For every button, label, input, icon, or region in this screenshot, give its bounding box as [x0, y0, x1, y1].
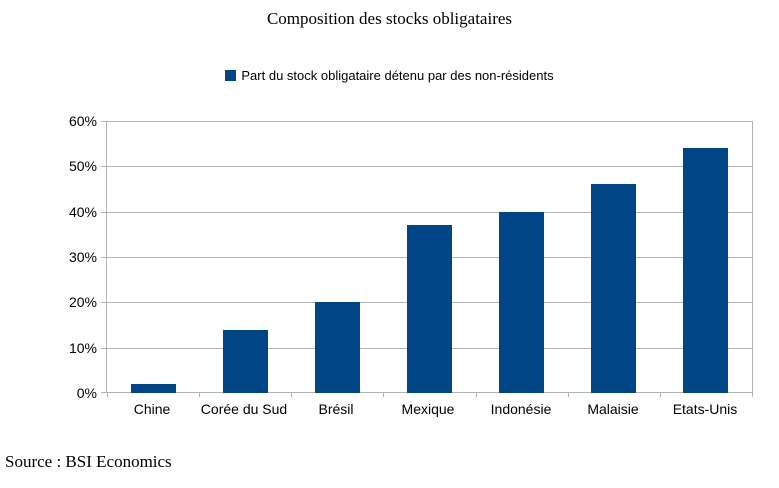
y-tick-label: 10%: [68, 340, 97, 356]
x-axis-labels: Chine Corée du Sud Brésil Mexique Indonésie M…: [106, 401, 751, 419]
x-tick-label: Chine: [133, 401, 171, 417]
y-axis-tick: [101, 257, 107, 258]
y-axis-tick: [101, 302, 107, 303]
chart-title: Composition des stocks obligataires: [266, 9, 513, 28]
x-tick-label: Brésil: [318, 401, 354, 417]
legend: Part du stock obligataire détenu par des…: [0, 68, 779, 83]
bar-mexique: [407, 225, 452, 393]
gridline: [107, 121, 752, 122]
y-tick-label: 40%: [68, 204, 97, 220]
y-axis-tick: [101, 212, 107, 213]
gridline: [107, 212, 752, 213]
x-tick-label: Corée du Sud: [200, 401, 288, 417]
bar-brésil: [315, 302, 360, 393]
x-tick-label: Indonésie: [490, 401, 552, 417]
bar-chine: [131, 384, 176, 393]
bar-indonésie: [499, 212, 544, 393]
x-tick-label: Mexique: [401, 401, 455, 417]
y-tick-label: 30%: [68, 249, 97, 265]
y-axis-tick: [101, 121, 107, 122]
x-axis-tick: [199, 393, 200, 397]
x-axis-tick: [660, 393, 661, 397]
x-axis-tick: [752, 393, 753, 397]
x-axis-tick: [107, 393, 108, 397]
y-tick-label: 50%: [68, 158, 97, 174]
y-tick-label: 0%: [76, 385, 97, 401]
plot-area: [101, 121, 753, 397]
x-axis-tick: [568, 393, 569, 397]
bar-corée-du-sud: [223, 330, 268, 393]
legend-marker-icon: [225, 70, 237, 81]
y-axis-tick: [101, 348, 107, 349]
y-axis-tick: [101, 392, 107, 393]
x-tick-label: Etats-Unis: [672, 401, 738, 417]
y-tick-label: 60%: [68, 113, 97, 129]
legend-label: Part du stock obligataire détenu par des…: [241, 68, 554, 83]
bar-malaisie: [591, 184, 636, 393]
bar-etats-unis: [683, 148, 728, 393]
y-tick-label: 20%: [68, 294, 97, 310]
y-axis-tick: [101, 166, 107, 167]
source-note: Source : BSI Economics: [5, 452, 172, 471]
x-axis-tick: [383, 393, 384, 397]
gridline: [107, 166, 752, 167]
x-axis-tick: [476, 393, 477, 397]
x-tick-label: Malaisie: [587, 401, 639, 417]
x-axis-tick: [291, 393, 292, 397]
